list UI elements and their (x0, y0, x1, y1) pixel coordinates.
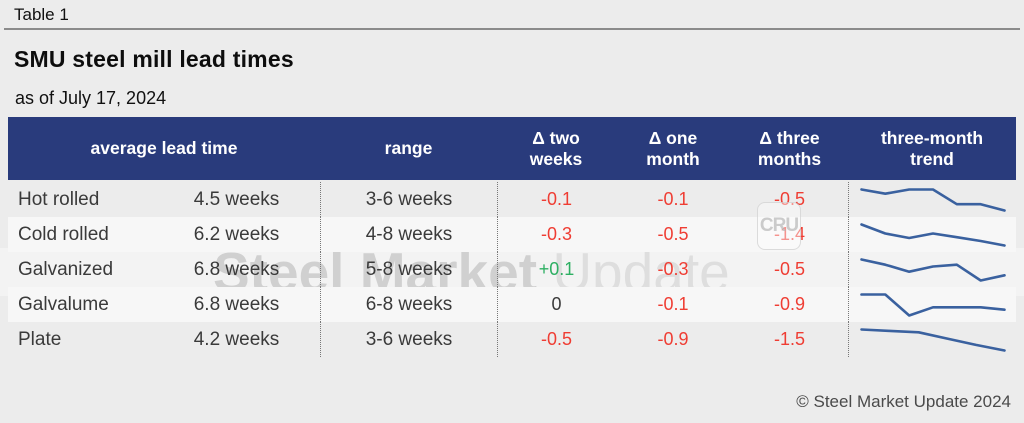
header-delta-one-month-line1: Δ one (648, 127, 698, 148)
header-three-month-trend: three-month trend (848, 117, 1016, 180)
header-range: range (320, 117, 497, 180)
average-lead-time-value: 6.8 weeks (193, 258, 280, 280)
delta-one-month-value: -0.9 (657, 329, 689, 349)
delta-two-weeks-value: -0.3 (497, 217, 615, 252)
header-delta-three-months-line2: months (757, 148, 822, 169)
table-label: Table 1 (14, 5, 69, 24)
product-name: Cold rolled (18, 223, 109, 245)
table-row: Plate 4.2 weeks 3-6 weeks -0.5 -0.9 -1.5 (8, 322, 1016, 357)
delta-three-months-value: -1.5 (773, 329, 806, 349)
delta-three-months-value: -0.5 (773, 189, 806, 209)
sparkline-chart (859, 327, 1006, 352)
table-row: Galvanized 6.8 weeks 5-8 weeks +0.1 -0.3… (8, 252, 1016, 287)
header-delta-one-month-line2: month (646, 148, 700, 169)
header-delta-two-weeks: Δ two weeks (497, 117, 615, 180)
sparkline-chart (859, 292, 1006, 317)
trend-sparkline (848, 217, 1016, 252)
average-lead-time-value: 4.5 weeks (193, 188, 280, 210)
delta-two-weeks-value: -0.5 (497, 322, 615, 357)
average-lead-time-value: 4.2 weeks (193, 328, 280, 350)
range-value: 3-6 weeks (320, 322, 497, 357)
product-name: Galvalume (18, 293, 109, 315)
table-body: Hot rolled 4.5 weeks 3-6 weeks -0.1 -0.1… (8, 182, 1016, 357)
delta-one-month-value: -0.1 (657, 294, 689, 314)
trend-sparkline (848, 252, 1016, 287)
range-value: 4-8 weeks (320, 217, 497, 252)
header-delta-one-month: Δ one month (615, 117, 731, 180)
delta-two-weeks-value: +0.1 (497, 252, 615, 287)
trend-sparkline (848, 182, 1016, 217)
header-delta-two-weeks-line1: Δ two (532, 127, 580, 148)
average-lead-time-value: 6.8 weeks (193, 293, 280, 315)
range-value: 3-6 weeks (320, 182, 497, 217)
table-header-row: average lead time range Δ two weeks Δ on… (8, 117, 1016, 180)
table-row: Galvalume 6.8 weeks 6-8 weeks 0 -0.1 -0.… (8, 287, 1016, 322)
range-value: 6-8 weeks (320, 287, 497, 322)
page-title: SMU steel mill lead times (14, 46, 294, 72)
sparkline-chart (859, 222, 1006, 247)
delta-three-months-value: -1.4 (773, 224, 806, 244)
lead-times-table: average lead time range Δ two weeks Δ on… (8, 117, 1016, 357)
product-name: Galvanized (18, 258, 114, 280)
page-subtitle: as of July 17, 2024 (15, 88, 167, 108)
header-delta-two-weeks-line2: weeks (529, 148, 583, 169)
header-average-lead-time: average lead time (8, 117, 320, 180)
trend-sparkline (848, 322, 1016, 357)
trend-sparkline (848, 287, 1016, 322)
header-range-label: range (384, 138, 433, 158)
header-delta-three-months: Δ three months (731, 117, 848, 180)
delta-one-month-value: -0.5 (657, 224, 689, 244)
sparkline-chart (859, 187, 1006, 212)
sparkline-chart (859, 257, 1006, 282)
top-divider (4, 28, 1020, 30)
delta-two-weeks-value: -0.1 (497, 182, 615, 217)
product-name: Hot rolled (18, 188, 100, 210)
delta-one-month-value: -0.3 (657, 259, 689, 279)
delta-two-weeks-value: 0 (497, 287, 615, 322)
delta-three-months-value: -0.5 (773, 259, 806, 279)
header-average-lead-time-label: average lead time (90, 138, 238, 158)
average-lead-time-value: 6.2 weeks (193, 223, 280, 245)
table-row: Cold rolled 6.2 weeks 4-8 weeks -0.3 -0.… (8, 217, 1016, 252)
delta-one-month-value: -0.1 (657, 189, 689, 209)
product-name: Plate (18, 328, 62, 350)
header-three-month-trend-line2: trend (910, 148, 954, 169)
copyright-footer: © Steel Market Update 2024 (796, 392, 1011, 411)
header-three-month-trend-line1: three-month (880, 127, 984, 148)
table-row: Hot rolled 4.5 weeks 3-6 weeks -0.1 -0.1… (8, 182, 1016, 217)
header-delta-three-months-line1: Δ three (759, 127, 820, 148)
delta-three-months-value: -0.9 (773, 294, 806, 314)
range-value: 5-8 weeks (320, 252, 497, 287)
